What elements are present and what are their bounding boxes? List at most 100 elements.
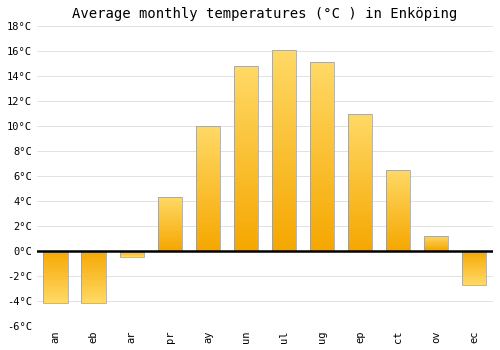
Bar (310, 82, 334, 84)
Bar (386, 194, 410, 195)
Bar (462, 277, 486, 278)
Bar (310, 177, 334, 178)
Bar (310, 132, 334, 134)
Bar (196, 200, 220, 201)
Bar (348, 130, 372, 131)
Bar (348, 181, 372, 182)
Bar (348, 177, 372, 178)
Bar (272, 176, 296, 177)
Bar (234, 210, 258, 211)
Bar (120, 252, 144, 253)
Bar (44, 274, 68, 276)
Bar (196, 222, 220, 223)
Bar (272, 69, 296, 70)
Bar (348, 139, 372, 140)
Bar (272, 203, 296, 205)
Bar (462, 276, 486, 277)
Bar (348, 225, 372, 226)
Bar (386, 195, 410, 196)
Bar (272, 86, 296, 88)
Bar (234, 198, 258, 200)
Bar (158, 214, 182, 215)
Bar (386, 201, 410, 202)
Bar (272, 84, 296, 85)
Bar (272, 238, 296, 240)
Bar (386, 211, 410, 212)
Bar (310, 188, 334, 190)
Bar (234, 99, 258, 100)
Bar (310, 178, 334, 180)
Bar (272, 64, 296, 65)
Bar (310, 233, 334, 235)
Bar (234, 114, 258, 115)
Bar (196, 230, 220, 231)
Bar (386, 197, 410, 198)
Bar (272, 75, 296, 76)
Bar (310, 171, 334, 172)
Bar (348, 160, 372, 161)
Bar (234, 206, 258, 207)
Bar (348, 210, 372, 211)
Bar (196, 167, 220, 168)
Bar (44, 262, 68, 263)
Bar (234, 84, 258, 85)
Bar (386, 246, 410, 247)
Bar (386, 212, 410, 214)
Bar (310, 182, 334, 183)
Bar (234, 131, 258, 132)
Bar (158, 208, 182, 210)
Bar (348, 135, 372, 136)
Bar (196, 218, 220, 220)
Bar (386, 215, 410, 216)
Bar (386, 170, 410, 171)
Bar (196, 250, 220, 251)
Bar (234, 124, 258, 125)
Bar (310, 181, 334, 182)
Bar (348, 182, 372, 183)
Bar (310, 240, 334, 241)
Bar (272, 106, 296, 107)
Bar (234, 79, 258, 80)
Bar (234, 145, 258, 146)
Bar (44, 251, 68, 303)
Bar (310, 111, 334, 112)
Bar (82, 281, 106, 282)
Bar (348, 174, 372, 175)
Bar (348, 200, 372, 201)
Bar (272, 124, 296, 125)
Bar (44, 302, 68, 303)
Bar (386, 229, 410, 230)
Bar (234, 191, 258, 192)
Bar (386, 236, 410, 237)
Bar (386, 172, 410, 174)
Bar (44, 294, 68, 296)
Bar (310, 103, 334, 104)
Bar (272, 183, 296, 185)
Bar (234, 167, 258, 168)
Bar (234, 208, 258, 210)
Bar (386, 192, 410, 194)
Bar (386, 196, 410, 197)
Bar (348, 234, 372, 236)
Bar (196, 137, 220, 139)
Bar (272, 62, 296, 64)
Bar (310, 147, 334, 148)
Bar (272, 112, 296, 114)
Bar (234, 144, 258, 145)
Bar (234, 111, 258, 112)
Bar (82, 285, 106, 286)
Bar (310, 246, 334, 247)
Bar (272, 234, 296, 236)
Bar (272, 74, 296, 75)
Bar (386, 221, 410, 222)
Bar (348, 152, 372, 154)
Bar (310, 145, 334, 146)
Bar (272, 231, 296, 232)
Bar (158, 218, 182, 220)
Bar (310, 166, 334, 167)
Bar (386, 176, 410, 177)
Bar (196, 243, 220, 245)
Bar (196, 127, 220, 128)
Bar (272, 50, 296, 51)
Bar (234, 203, 258, 205)
